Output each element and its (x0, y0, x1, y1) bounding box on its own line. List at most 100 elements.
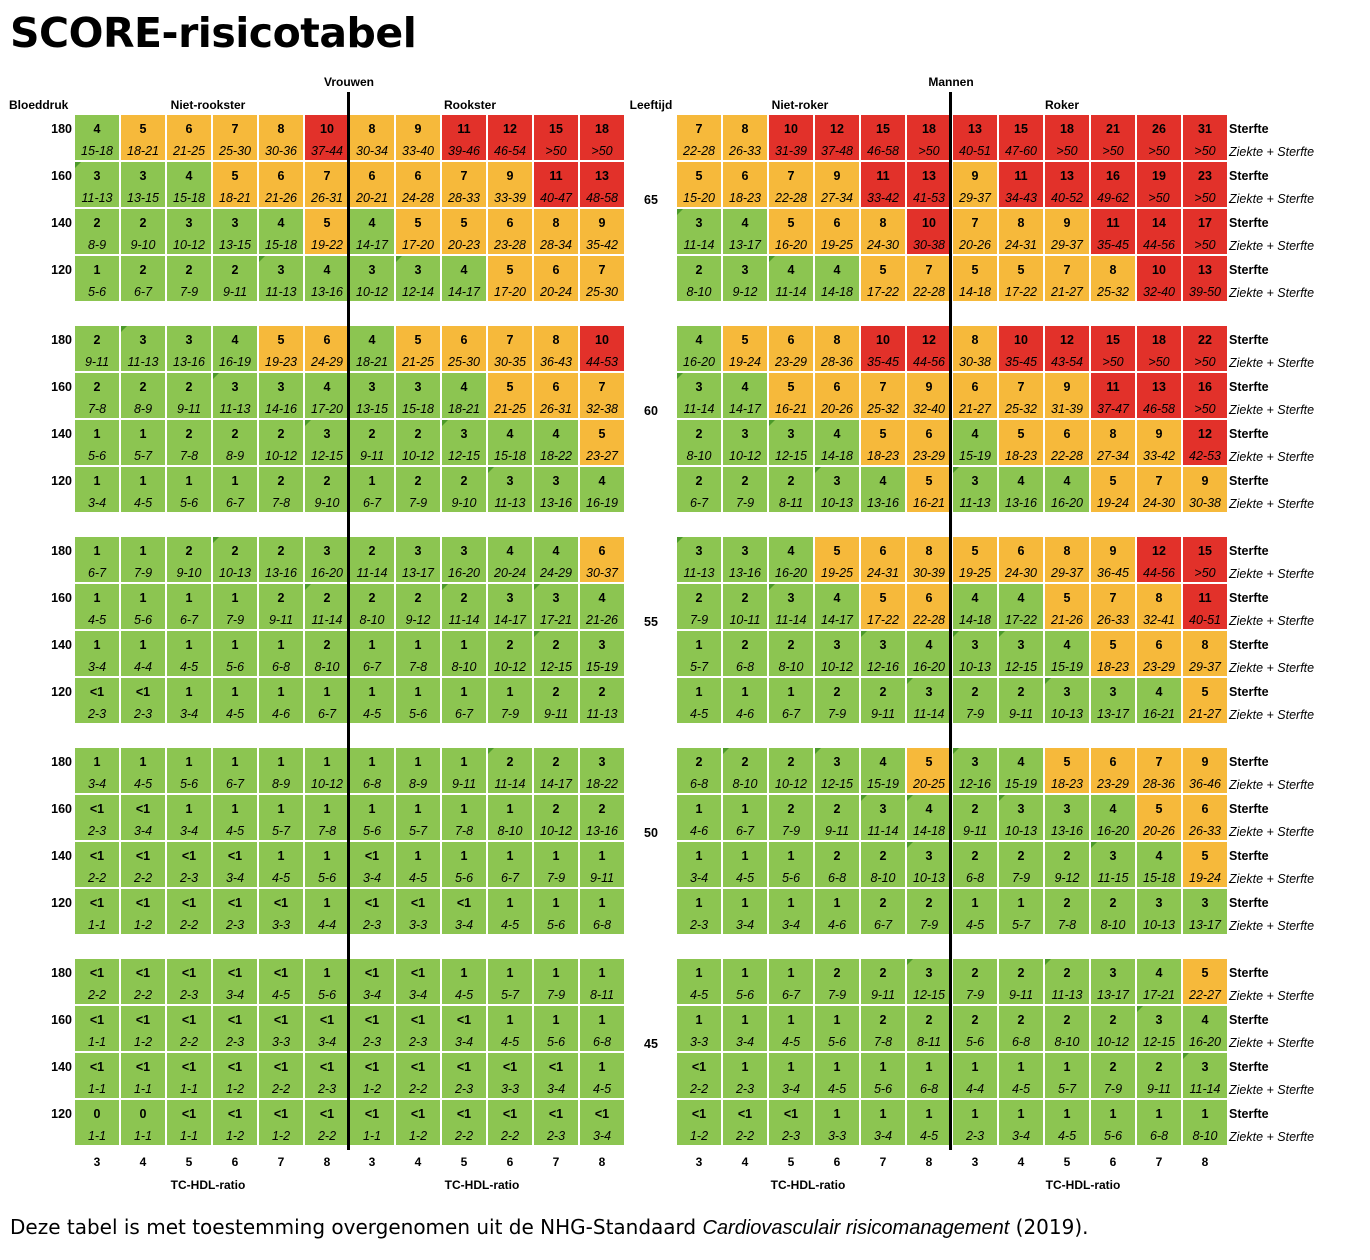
risk-cell: 3 13-17 (1091, 959, 1135, 1004)
mortality-value: 1 (1017, 1107, 1025, 1121)
morbidity-range: 12-15 (311, 449, 343, 463)
morbidity-range: 20-25 (913, 777, 945, 791)
morbidity-range: 10-13 (1051, 707, 1083, 721)
blood-pressure-label: 180 (51, 333, 72, 347)
risk-cell: 5 21-25 (488, 373, 532, 418)
morbidity-range: 20-21 (356, 191, 388, 205)
mortality-value: 1 (971, 1060, 979, 1074)
morbidity-range: >50 (918, 144, 940, 158)
mortality-value: 7 (925, 263, 933, 277)
mortality-value: 2 (1063, 896, 1071, 910)
risk-cell: <1 2-3 (75, 678, 119, 723)
morbidity-range: 17-20 (494, 285, 526, 299)
risk-cell: 4 17-21 (1137, 959, 1181, 1004)
morbidity-range: 4-6 (735, 707, 755, 721)
mortality-value: 26 (1152, 122, 1166, 136)
risk-cell: <1 1-2 (213, 1100, 257, 1145)
mortality-value: <1 (364, 966, 380, 980)
morbidity-range: 8-11 (778, 496, 804, 510)
risk-cell: 4 15-19 (953, 420, 997, 465)
morbidity-range: 5-6 (546, 1035, 566, 1049)
mortality-value: 2 (833, 966, 841, 980)
morbidity-range: 3-4 (781, 918, 801, 932)
risk-cell: 3 11-13 (259, 256, 303, 301)
risk-cell: 1 7-9 (121, 537, 165, 582)
morbidity-range: 7-9 (225, 613, 245, 627)
risk-cell: <1 1-2 (213, 1053, 257, 1098)
risk-cell: 9 35-42 (580, 209, 624, 254)
morbidity-range: 4-5 (500, 918, 520, 932)
risk-cell: 13 46-58 (1137, 373, 1181, 418)
morbidity-range: 5-6 (408, 707, 428, 721)
risk-cell: 4 15-19 (999, 748, 1043, 793)
morbidity-range: 1-1 (362, 1129, 382, 1143)
mortality-value: 3 (1155, 1013, 1163, 1027)
morbidity-range: 30-38 (913, 238, 945, 252)
risk-cell: 3 13-17 (1091, 678, 1135, 723)
risk-cell: 4 21-26 (580, 584, 624, 629)
risk-cell: 4 20-24 (488, 537, 532, 582)
mortality-value: 5 (787, 380, 795, 394)
risk-cell: 5 19-25 (953, 537, 997, 582)
morbidity-range: 8-11 (589, 988, 615, 1002)
x-tick-label: 7 (1155, 1155, 1163, 1169)
risk-cell: 2 9-11 (534, 678, 578, 723)
morbidity-range: 2-2 (179, 918, 199, 932)
risk-cell: 1 5-6 (213, 631, 257, 676)
morbidity-range: 2-2 (133, 988, 153, 1002)
morbidity-range: 14-17 (540, 777, 572, 791)
morbidity-range: 16-20 (775, 238, 807, 252)
risk-cell: 4 13-16 (861, 467, 905, 512)
morbidity-range: 3-4 (781, 1082, 801, 1096)
mortality-value: 2 (460, 591, 468, 605)
mortality-value: 6 (787, 333, 795, 347)
morbidity-range: 21-27 (1189, 707, 1221, 721)
blood-pressure-label: 140 (51, 638, 72, 652)
morbidity-range: 9-10 (314, 496, 340, 510)
morbidity-range: 30-36 (265, 144, 297, 158)
mortality-value: <1 (89, 849, 105, 863)
morbidity-range: 24-31 (867, 566, 899, 580)
morbidity-range: 4-5 (965, 918, 985, 932)
risk-cell: 1 5-6 (167, 748, 211, 793)
mortality-value: 6 (833, 216, 841, 230)
risk-cell: <1 2-2 (167, 1006, 211, 1051)
risk-cell: 3 16-20 (442, 537, 486, 582)
morbidity-range: 8-9 (271, 777, 291, 791)
mortality-value: 12 (1198, 427, 1212, 441)
mortality-value: 2 (879, 849, 887, 863)
morbidity-range: 7-8 (271, 496, 291, 510)
mortality-value: 2 (1109, 1013, 1117, 1027)
morbidity-range: 4-5 (919, 1129, 939, 1143)
mortality-value: 1 (506, 896, 514, 910)
morbidity-range: 11-14 (448, 613, 480, 627)
risk-cell: 7 22-28 (907, 256, 951, 301)
risk-cell: 10 37-44 (305, 115, 349, 160)
mortality-value: 1 (323, 966, 331, 980)
morbidity-range: 27-34 (821, 191, 853, 205)
mortality-value: 2 (879, 685, 887, 699)
morbidity-range: 9-11 (589, 871, 615, 885)
risk-cell: 1 4-5 (75, 584, 119, 629)
risk-cell: 5 18-23 (861, 420, 905, 465)
mortality-value: 1 (506, 849, 514, 863)
mortality-value: 4 (460, 380, 468, 394)
risk-cell: 6 23-29 (1137, 631, 1181, 676)
morbidity-range: 26-33 (1097, 613, 1129, 627)
morbidity-range: 9-11 (824, 824, 850, 838)
risk-cell: 2 7-9 (999, 842, 1043, 887)
mortality-value: 3 (506, 591, 514, 605)
cell-corner-marker (259, 256, 265, 262)
risk-cell: 15 >50 (1091, 326, 1135, 371)
risk-cell: 2 8-9 (213, 420, 257, 465)
risk-cell: 2 9-11 (1137, 1053, 1181, 1098)
morbidity-range: >50 (1102, 355, 1124, 369)
risk-cell: 1 2-3 (953, 1100, 997, 1145)
risk-cell: 4 15-18 (1137, 842, 1181, 887)
mortality-value: 3 (1201, 1060, 1209, 1074)
morbidity-range: 11-15 (1097, 871, 1129, 885)
risk-cell: 1 5-6 (861, 1053, 905, 1098)
mortality-value: 3 (879, 802, 887, 816)
mortality-value: 2 (231, 427, 239, 441)
mortality-value: 5 (925, 474, 933, 488)
